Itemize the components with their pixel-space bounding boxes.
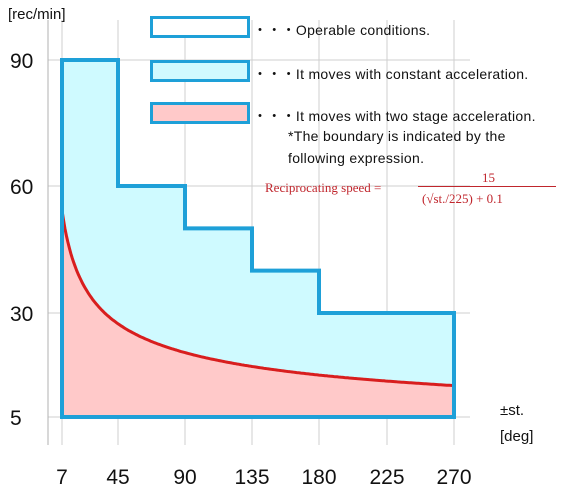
boundary-curve: [60, 209, 455, 388]
legend-swatch-operable: [150, 16, 250, 38]
two-stage-region: [62, 210, 454, 417]
formula-lhs: Reciprocating speed =: [265, 180, 382, 195]
x-axis-label-line2: [deg]: [500, 428, 534, 445]
formula-numerator: 15: [482, 170, 495, 185]
legend-label-operable: ・・・Operable conditions.: [253, 22, 431, 38]
formula-denominator: (√st./225) + 0.1: [422, 191, 503, 206]
y-tick-label: 60: [10, 176, 33, 199]
x-tick-label: 225: [369, 466, 404, 488]
x-tick-label: 270: [436, 466, 471, 488]
x-tick-label: 7: [56, 466, 68, 488]
y-tick-label: 5: [10, 407, 22, 430]
constant-acceleration-region: [62, 60, 454, 417]
x-tick-label: 135: [234, 466, 269, 488]
x-axis-label-line1: ±st.: [500, 402, 525, 419]
x-tick-label: 180: [301, 466, 336, 488]
y-axis-label: [rec/min]: [8, 6, 66, 23]
note-line-1: *The boundary is indicated by the: [288, 128, 506, 144]
x-tick-label: 45: [106, 466, 129, 488]
note-line-2: following expression.: [288, 150, 425, 166]
x-tick-label: 90: [173, 466, 196, 488]
y-tick-label: 30: [10, 303, 33, 326]
legend-swatch-constant: [150, 60, 250, 82]
legend-label-constant: ・・・It moves with constant acceleration.: [253, 66, 529, 82]
formula-fraction-bar: [418, 186, 556, 187]
legend-swatch-two-stage: [150, 102, 250, 124]
operable-border: [60, 58, 456, 419]
y-tick-label: 90: [10, 50, 33, 73]
legend-label-two-stage: ・・・It moves with two stage acceleration.: [253, 108, 536, 124]
